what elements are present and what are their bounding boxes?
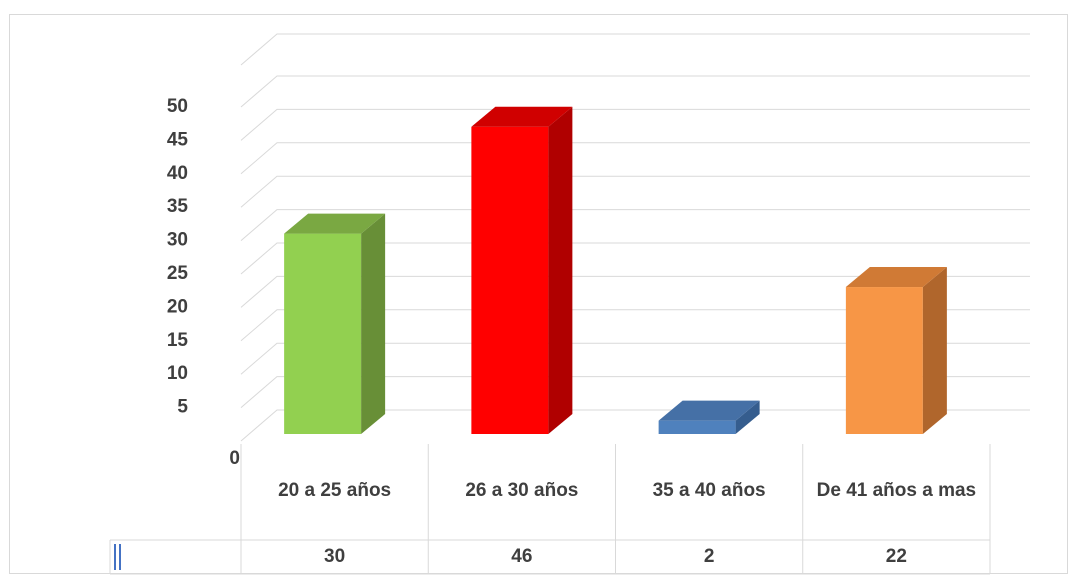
gridline: [240, 376, 1030, 408]
data-value-label: 46: [511, 546, 533, 567]
y-tick-label: 15: [167, 330, 189, 351]
bar: [284, 213, 386, 434]
y-tick-label: 50: [167, 96, 188, 117]
gridline: [240, 108, 1030, 141]
gridline: [240, 242, 1030, 275]
y-tick-label: 20: [167, 296, 188, 317]
gridline: [240, 275, 1030, 308]
bar-side: [361, 213, 386, 434]
y-tick-label: 45: [167, 129, 189, 150]
category-label: 35 a 40 años: [652, 480, 766, 501]
y-tick-label: 25: [167, 263, 189, 284]
category-label: 26 a 30 años: [465, 480, 579, 501]
category-label: 20 a 25 años: [278, 480, 392, 501]
bar-front: [658, 420, 736, 434]
data-value-label: 22: [885, 546, 907, 567]
y-tick-label: 0: [229, 448, 240, 469]
bar-top: [658, 400, 760, 421]
bar-top: [471, 106, 573, 127]
bar-top: [284, 213, 386, 234]
gridline: [240, 175, 1030, 208]
bar-side: [548, 106, 573, 434]
gridline: [240, 209, 1030, 241]
data-value-label: 30: [324, 546, 346, 567]
y-tick-label: 40: [167, 163, 188, 184]
data-value-label: 2: [703, 546, 715, 567]
gridline: [240, 142, 1030, 175]
gridline: [240, 33, 1030, 66]
y-tick-label: 10: [167, 363, 188, 384]
category-label: De 41 años a mas: [816, 480, 977, 501]
bar-side: [735, 400, 760, 434]
bar-front: [845, 287, 923, 434]
legend-key-marker: [114, 544, 116, 570]
y-tick-label: 35: [167, 196, 189, 217]
legend-key-marker: [119, 544, 121, 570]
y-tick-label: 30: [167, 230, 188, 251]
gridline: [240, 409, 1030, 442]
y-tick-label: 5: [177, 397, 188, 418]
bar-top: [845, 267, 947, 288]
gridline: [240, 75, 1030, 108]
bar: [471, 106, 573, 434]
bar-front: [284, 233, 362, 434]
gridline: [240, 309, 1030, 342]
bar-front: [471, 126, 549, 434]
bar: [658, 400, 760, 434]
gridline: [240, 342, 1030, 375]
bar-side: [922, 267, 947, 434]
bar: [845, 267, 947, 434]
